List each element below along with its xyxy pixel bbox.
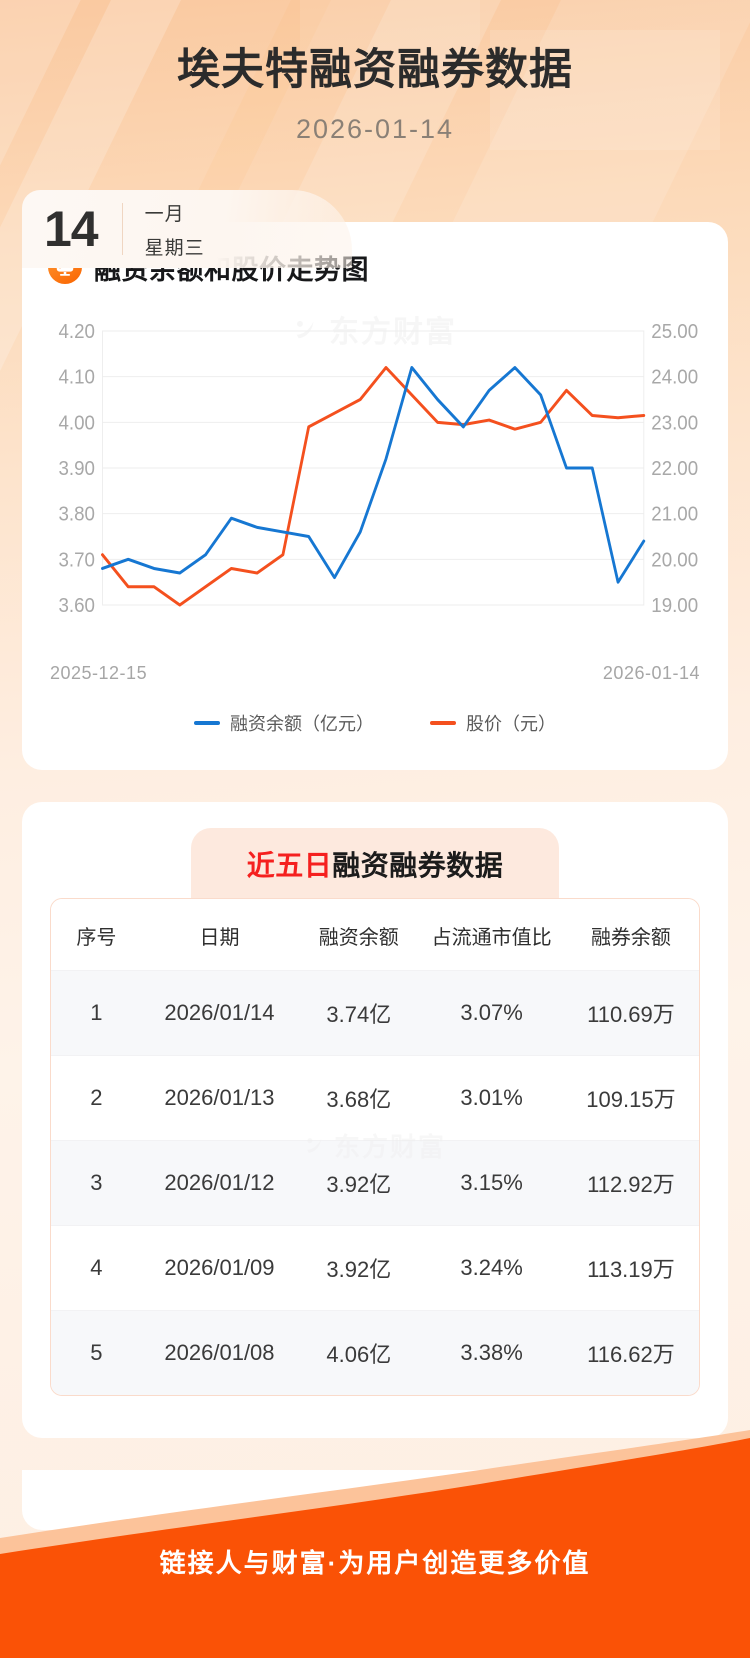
cell-short-balance: 109.15万 — [562, 1054, 699, 1141]
right-tick-label: 25.00 — [651, 320, 698, 343]
cell-no: 2 — [51, 1054, 142, 1141]
left-tick-label: 4.00 — [59, 412, 96, 435]
data-table-container: 东方财富 序号 日期 融资余额 占流通市值比 融券余额 1 2026/01/14 3… — [50, 897, 700, 1396]
cell-margin-balance: 3.92亿 — [297, 1139, 421, 1226]
cell-pct-of-float: 3.38% — [420, 1309, 563, 1395]
legend-label-margin-balance: 融资余额（亿元） — [230, 713, 374, 734]
cell-short-balance: 112.92万 — [562, 1139, 699, 1226]
table-row: 2 2026/01/13 3.68亿 3.01% 109.15万 — [51, 1054, 699, 1141]
left-tick-label: 3.60 — [59, 594, 96, 617]
chart-svg: 4.204.104.003.903.803.703.60 25.0024.002… — [59, 320, 699, 617]
chart-series-lines — [101, 365, 646, 607]
page-footer: 链接人与财富·为用户创造更多价值 — [0, 1418, 750, 1658]
legend-item-price: 股价（元） — [430, 710, 556, 736]
right-tick-label: 19.00 — [651, 594, 698, 617]
table-banner-wrap: 近五日融资融券数据 — [22, 802, 728, 898]
table-banner-rest: 融资融券数据 — [332, 849, 504, 881]
right-tick-label: 23.00 — [651, 412, 698, 435]
date-weekday: 星期三 — [144, 237, 205, 259]
margin-trading-table: 序号 日期 融资余额 占流通市值比 融券余额 1 2026/01/14 3.74亿 3… — [51, 898, 699, 1395]
table-row: 4 2026/01/09 3.92亿 3.24% 113.19万 — [51, 1224, 699, 1311]
column-header-date: 日期 — [141, 898, 298, 971]
date-day: 14 — [44, 201, 99, 257]
legend-item-margin-balance: 融资余额（亿元） — [194, 710, 374, 736]
cell-date: 2026/01/12 — [141, 1139, 298, 1226]
cell-short-balance: 116.62万 — [562, 1309, 699, 1395]
cell-no: 4 — [51, 1224, 142, 1311]
table-row: 5 2026/01/08 4.06亿 3.38% 116.62万 — [51, 1309, 699, 1395]
cell-margin-balance: 3.68亿 — [297, 1054, 421, 1141]
cell-date: 2026/01/08 — [141, 1309, 298, 1395]
date-card: 14 一月 星期三 — [22, 190, 352, 268]
date-divider — [121, 203, 123, 255]
right-tick-label: 21.00 — [651, 503, 698, 526]
x-axis-start-label: 2025-12-15 — [50, 662, 148, 683]
page-header: 埃夫特融资融券数据 2026-01-14 — [0, 0, 750, 145]
chart-x-axis-labels: 2025-12-15 2026-01-14 — [50, 663, 700, 684]
cell-date: 2026/01/09 — [141, 1224, 298, 1311]
date-month: 一月 — [144, 203, 185, 225]
series-line-margin-balance — [101, 365, 646, 584]
cell-pct-of-float: 3.24% — [420, 1224, 563, 1311]
legend-swatch-blue — [194, 720, 220, 725]
cell-date: 2026/01/14 — [141, 969, 298, 1056]
chart-left-axis-ticks: 4.20 4.10 4.00 3.90 3.80 3.70 3.60 — [59, 320, 96, 617]
cell-no: 1 — [51, 969, 142, 1056]
cell-no: 5 — [51, 1309, 142, 1395]
bg-block — [300, 0, 480, 70]
cell-margin-balance: 4.06亿 — [297, 1309, 421, 1395]
column-header-short: 融券余额 — [562, 898, 699, 971]
x-axis-end-label: 2026-01-14 — [602, 662, 700, 683]
column-header-pct: 占流通市值比 — [420, 898, 563, 971]
table-banner-highlight: 近五日 — [246, 849, 333, 881]
right-tick-label: 22.00 — [651, 457, 698, 480]
left-tick-label: 4.20 — [59, 320, 96, 343]
cell-date: 2026/01/13 — [141, 1054, 298, 1141]
column-header-margin: 融资余额 — [297, 898, 421, 971]
chart-legend: 融资余额（亿元） 股价（元） — [22, 710, 728, 736]
table-body: 1 2026/01/14 3.74亿 3.07% 110.69万 2 2026/01/13 3… — [51, 969, 699, 1395]
table-row: 3 2026/01/12 3.92亿 3.15% 112.92万 — [51, 1139, 699, 1226]
axis-frame — [101, 330, 645, 606]
left-tick-label: 4.10 — [59, 366, 96, 389]
cell-margin-balance: 3.74亿 — [297, 969, 421, 1056]
table-header-row: 序号 日期 融资余额 占流通市值比 融券余额 — [51, 898, 699, 971]
chart-plot-area: 东方财富 4.20 4.10 4.00 3.90 3.80 3.70 3.60 25.00 2… — [50, 305, 700, 655]
chart-axis-frame — [101, 330, 645, 606]
left-tick-label: 3.70 — [59, 549, 96, 572]
bg-block — [490, 30, 720, 150]
table-row: 1 2026/01/14 3.74亿 3.07% 110.69万 — [51, 969, 699, 1056]
chart-right-axis-ticks: 25.00 24.00 23.00 22.00 21.00 20.00 19.00 — [651, 320, 698, 617]
cell-pct-of-float: 3.15% — [420, 1139, 563, 1226]
legend-label-price: 股价（元） — [466, 713, 556, 734]
right-tick-label: 20.00 — [651, 549, 698, 572]
right-tick-label: 24.00 — [651, 366, 698, 389]
table-head: 序号 日期 融资余额 占流通市值比 融券余额 — [51, 898, 699, 971]
column-header-no: 序号 — [51, 898, 142, 971]
cell-pct-of-float: 3.07% — [420, 969, 563, 1056]
left-tick-label: 3.90 — [59, 457, 96, 480]
cell-short-balance: 110.69万 — [562, 969, 699, 1056]
cell-pct-of-float: 3.01% — [420, 1054, 563, 1141]
left-tick-label: 3.80 — [59, 503, 96, 526]
chart-gridlines — [102, 330, 644, 606]
table-banner: 近五日融资融券数据 — [190, 827, 560, 898]
series-line-price — [101, 365, 646, 607]
legend-swatch-orange — [430, 720, 456, 725]
page-title: 埃夫特融资融券数据 — [177, 46, 573, 94]
footer-slogan: 链接人与财富·为用户创造更多价值 — [159, 1548, 591, 1578]
cell-no: 3 — [51, 1139, 142, 1226]
cell-short-balance: 113.19万 — [562, 1224, 699, 1311]
cell-margin-balance: 3.92亿 — [297, 1224, 421, 1311]
page-subtitle-date: 2026-01-14 — [295, 113, 455, 144]
chart-card: 融资余额和股价走势图 东方财富 4.20 4.10 4.00 3.90 3.80 3.70… — [22, 221, 728, 770]
footer-wave — [0, 1430, 750, 1658]
